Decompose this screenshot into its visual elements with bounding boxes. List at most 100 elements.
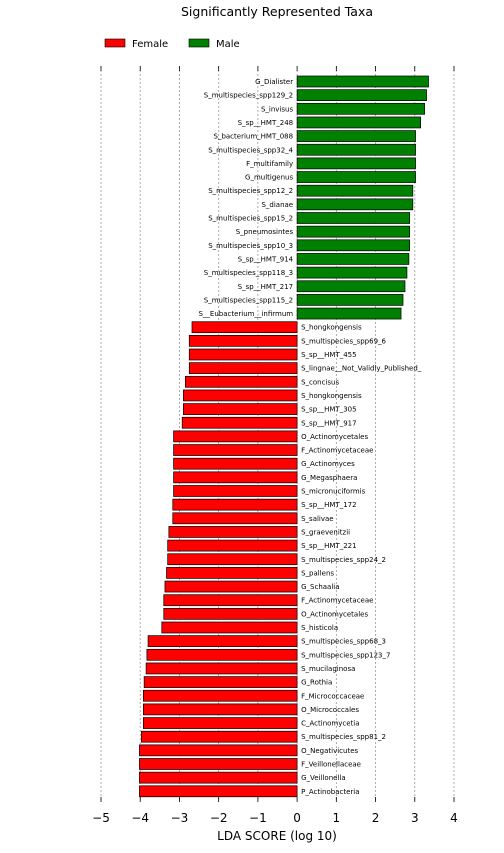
bar-female: [139, 771, 298, 784]
bar-label: S_micronuciformis: [301, 488, 365, 496]
bar-label: S__Eubacterium__infirmum: [198, 310, 293, 318]
bar-male: [296, 143, 416, 156]
x-tick-label: −1: [249, 811, 267, 825]
bar-male: [296, 157, 416, 170]
bar-label: P_Actinobacteria: [301, 788, 359, 796]
bar-label: S_sp__HMT_914: [238, 255, 294, 263]
bar-female: [143, 689, 298, 702]
bar-label: S_multispecies_spp129_2: [204, 92, 293, 100]
bar-female: [173, 485, 298, 497]
bar-female: [143, 703, 298, 716]
bar-male: [296, 116, 422, 129]
bar-female: [161, 621, 298, 634]
x-tick-label: −4: [131, 811, 149, 825]
bar-label: S_sp__HMT_248: [238, 119, 293, 127]
bar-label: S_concisus: [301, 378, 339, 386]
bar-label: F_multifamily: [246, 160, 293, 168]
bar-female: [139, 744, 298, 757]
bar-female: [184, 375, 298, 388]
bar-female: [147, 635, 298, 648]
bar-male: [296, 266, 408, 279]
legend-label-female: Female: [132, 39, 168, 50]
bar-male: [296, 253, 410, 265]
bar-male: [296, 171, 416, 183]
bar-male: [296, 75, 429, 88]
legend: Female Male: [104, 38, 240, 50]
bar-female: [188, 348, 298, 361]
bar-male: [296, 225, 411, 238]
bar-female: [166, 567, 298, 579]
bar-male: [296, 280, 406, 293]
bar-label: S_salivae: [301, 515, 334, 523]
bar-female: [163, 594, 298, 607]
bar-label: S_multispecies_spp123_7: [301, 651, 390, 659]
bar-female: [172, 498, 298, 511]
chart-title: Significantly Represented Taxa: [181, 4, 373, 19]
bar-labels: G_Dialister S_multispecies_spp129_2 S_invi…: [198, 78, 421, 796]
bar-label: S_mucilaginosa: [301, 665, 355, 673]
bar-label: S_pneumosintes: [236, 228, 294, 236]
bar-female: [139, 758, 298, 770]
bar-female: [139, 785, 298, 798]
bar-female: [173, 457, 298, 470]
bar-female: [143, 676, 298, 688]
bar-male: [296, 307, 402, 320]
bar-female: [181, 416, 298, 429]
bar-label: S_multispecies_spp10_3: [208, 242, 293, 250]
bar-female: [145, 662, 298, 675]
bar-label: O_Actinomycetales: [301, 610, 368, 618]
legend-swatch-male: [188, 38, 210, 48]
bar-male: [296, 102, 425, 115]
bar-label: S_hongkongensis: [301, 392, 362, 400]
bar-label: G_Rothia: [301, 679, 332, 687]
bar-female: [168, 526, 298, 538]
x-tick-label: 4: [450, 811, 458, 825]
bar-label: S_histicola: [301, 624, 338, 632]
legend-label-male: Male: [216, 39, 240, 50]
bar-label: S_hongkongensis: [301, 324, 362, 332]
bar-female: [173, 444, 298, 456]
bar-label: S_sp__HMT_455: [301, 351, 356, 359]
x-tick-label: 1: [333, 811, 341, 825]
legend-swatch-female: [104, 38, 126, 48]
bar-female: [164, 580, 298, 593]
bar-label: G_multigenus: [245, 174, 293, 182]
x-tick-label: −3: [171, 811, 189, 825]
bar-label: F_Actinomycetaceae: [301, 447, 373, 455]
bar-female: [163, 607, 298, 620]
bar-label: S_multispecies_spp69_6: [301, 337, 386, 345]
bar-label: G_Actinomyces: [301, 460, 355, 468]
bar-label: S_graevenitzii: [301, 528, 350, 536]
x-tick-label: 2: [372, 811, 380, 825]
bar-label: S_invisus: [261, 105, 293, 113]
bar-label: S_lingnae__Not_Validly_Published_: [301, 365, 422, 373]
bar-label: G_Dialister: [255, 78, 293, 86]
bar-male: [296, 130, 416, 142]
x-axis: −5 −4 −3 −2 −1 0 1 2 3 4: [92, 66, 458, 825]
bar-label: S_sp__HMT_217: [238, 283, 293, 291]
bar-label: S_sp__HMT_305: [301, 406, 356, 414]
bar-female: [183, 389, 298, 402]
bar-label: S_pallens: [301, 569, 334, 577]
bar-female: [143, 717, 298, 729]
bar-male: [296, 239, 411, 252]
bar-female: [167, 539, 298, 552]
bar-male: [296, 294, 404, 306]
bars: [139, 75, 429, 798]
bar-label: S_multispecies_spp81_2: [301, 733, 386, 741]
bar-label: F_Veillonellaceae: [301, 761, 361, 769]
bar-label: O_Micrococcales: [301, 706, 359, 714]
bar-label: F_Micrococcaceae: [301, 692, 364, 700]
bar-male: [296, 212, 411, 224]
bar-female: [173, 430, 298, 443]
bar-label: S_dianae: [261, 201, 293, 209]
bar-label: G_Megasphaera: [301, 474, 357, 482]
x-tick-label: 3: [411, 811, 419, 825]
x-tick-label: 0: [293, 811, 301, 825]
bar-label: S_sp__HMT_917: [301, 419, 356, 427]
bar-female: [188, 335, 298, 347]
bar-label: G_Schaalia: [301, 583, 339, 591]
bar-female: [146, 648, 298, 661]
bar-male: [296, 184, 414, 197]
